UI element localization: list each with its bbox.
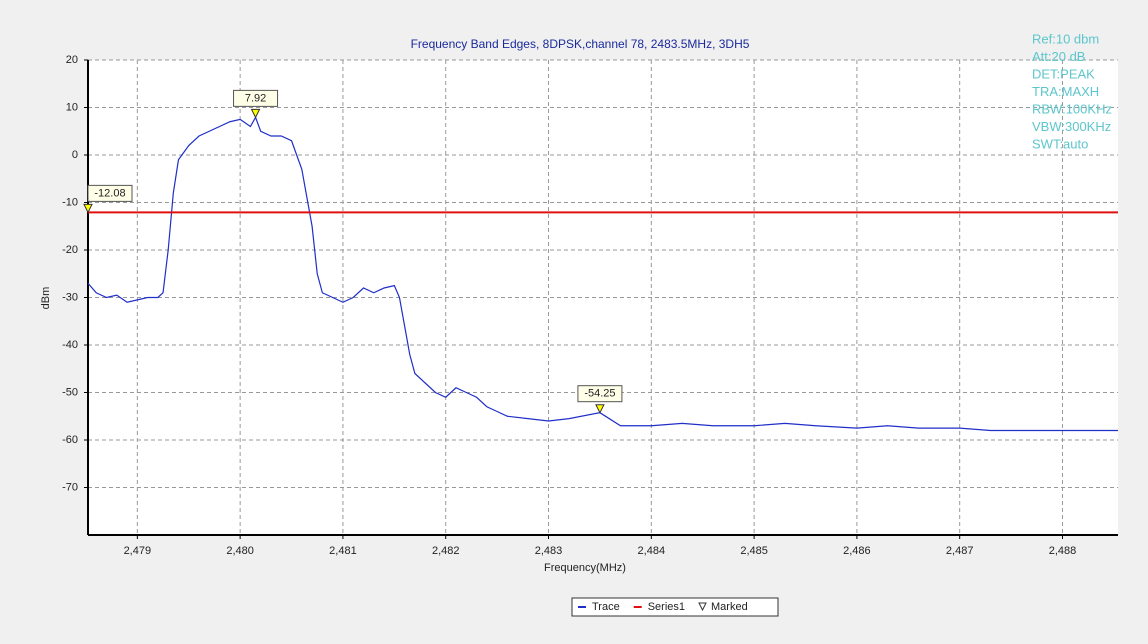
x-axis-label: Frequency(MHz) (544, 562, 626, 574)
annotation: Ref:10 dbm (1032, 31, 1099, 46)
y-tick-label: -50 (62, 386, 78, 398)
marker-label: -54.25 (584, 388, 615, 400)
y-tick-label: 10 (66, 101, 78, 113)
x-tick-label: 2,485 (740, 545, 768, 557)
x-tick-label: 2,487 (946, 545, 974, 557)
legend-label: Series1 (648, 601, 685, 613)
marker-label-box (233, 89, 279, 107)
annotation: VBW:300KHz (1032, 119, 1111, 134)
marker (250, 108, 261, 119)
y-tick-label: -40 (62, 339, 78, 351)
y-tick-label: -60 (62, 434, 78, 446)
x-tick-label: 2,482 (432, 545, 460, 557)
marker (83, 203, 93, 214)
marker-label: 7.92 (245, 92, 266, 104)
marker-label: -12.08 (94, 187, 125, 199)
series-line (87, 115, 1118, 432)
annotation: SWT:auto (1032, 136, 1088, 151)
annotation: TRA:MAXH (1032, 84, 1099, 99)
x-tick-label: 2,481 (329, 545, 357, 557)
y-tick-label: -10 (62, 196, 78, 208)
y-tick-label: 20 (66, 54, 78, 66)
x-tick-label: 2,479 (124, 545, 152, 557)
y-tick-label: -20 (62, 244, 78, 256)
annotation: DET:PEAK (1032, 66, 1095, 81)
marker (595, 404, 605, 414)
y-axis-label: dBm (40, 287, 52, 310)
marker-label-box (577, 385, 623, 403)
x-tick-label: 2,488 (1049, 545, 1077, 557)
legend-label: Trace (592, 601, 620, 613)
x-tick-label: 2,486 (843, 545, 871, 557)
y-tick-label: -30 (62, 291, 78, 303)
chart-title: Frequency Band Edges, 8DPSK,channel 78, … (411, 37, 750, 51)
x-tick-label: 2,483 (535, 545, 563, 557)
marker-label-box (87, 184, 133, 202)
legend (571, 597, 779, 617)
y-tick-label: 0 (72, 149, 78, 161)
legend-swatch (698, 602, 707, 612)
x-tick-label: 2,480 (226, 545, 254, 557)
legend-label: Marked (711, 601, 748, 613)
annotation: RBW:100KHz (1032, 101, 1112, 116)
x-tick-label: 2,484 (638, 545, 666, 557)
annotation: Att:20 dB (1032, 49, 1085, 64)
y-tick-label: -70 (62, 481, 78, 493)
